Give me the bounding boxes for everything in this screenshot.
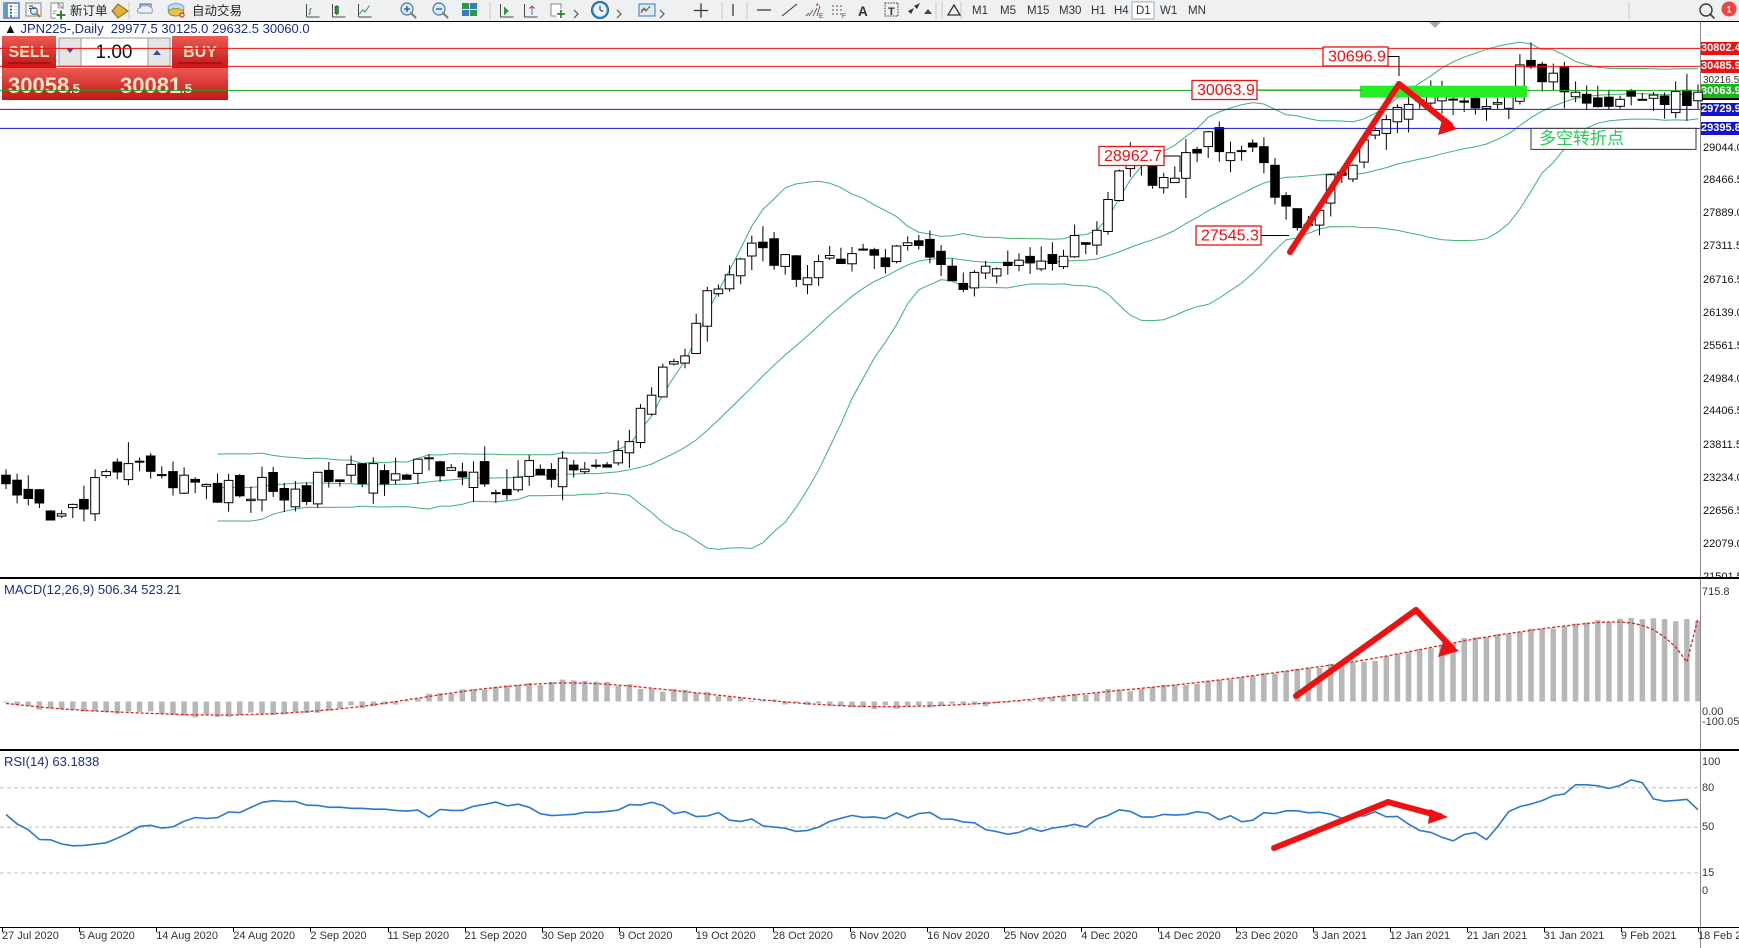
svg-text:F: F — [842, 13, 846, 20]
svg-text:W1: W1 — [1160, 5, 1177, 17]
svg-text:M30: M30 — [1059, 5, 1081, 17]
svg-text:M5: M5 — [1000, 5, 1016, 17]
svg-text:M15: M15 — [1027, 5, 1049, 17]
svg-text:30063.9: 30063.9 — [1197, 82, 1255, 99]
svg-text:H1: H1 — [1091, 5, 1106, 17]
svg-text:T: T — [888, 6, 895, 18]
svg-text:27545.3: 27545.3 — [1201, 228, 1259, 245]
svg-text:E: E — [819, 13, 824, 20]
svg-text:MN: MN — [1188, 5, 1206, 17]
svg-text:30696.9: 30696.9 — [1328, 49, 1386, 66]
svg-text:M1: M1 — [972, 5, 988, 17]
svg-text:A: A — [858, 4, 868, 19]
svg-text:多空转折点: 多空转折点 — [1539, 129, 1624, 148]
svg-text:自动交易: 自动交易 — [192, 3, 242, 18]
svg-text:D1: D1 — [1136, 5, 1151, 17]
svg-text:28962.7: 28962.7 — [1104, 148, 1162, 165]
svg-text:新订单: 新订单 — [70, 3, 108, 18]
svg-text:1: 1 — [1726, 5, 1731, 15]
svg-text:H4: H4 — [1114, 5, 1129, 17]
